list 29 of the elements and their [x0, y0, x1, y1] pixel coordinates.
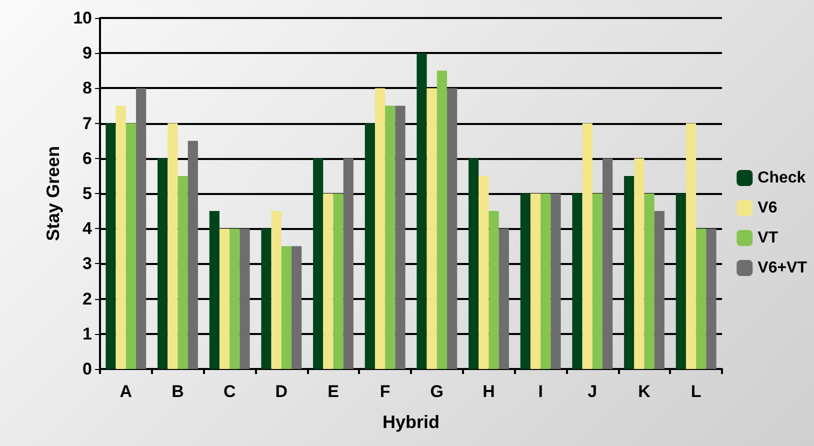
y-tick-label: 0: [82, 360, 92, 378]
x-tick-label: B: [172, 382, 184, 401]
y-tick-label: 10: [73, 8, 92, 28]
x-tick-label: K: [638, 382, 652, 401]
y-tick-label: 7: [82, 114, 92, 133]
y-tick-label: 6: [82, 148, 92, 168]
y-axis-title: Stay Green: [43, 146, 63, 242]
x-tick-label: C: [223, 382, 236, 401]
x-axis-title: Hybrid: [382, 412, 440, 432]
legend-label: VT: [758, 230, 778, 246]
x-tick-label: A: [120, 382, 132, 401]
x-tick-label: J: [588, 382, 598, 401]
x-tick-label: L: [690, 382, 702, 401]
y-tick-label: 9: [82, 44, 92, 63]
x-tick-label: G: [430, 382, 444, 401]
x-tick-label: I: [538, 382, 543, 401]
x-tick-label: F: [380, 382, 390, 401]
legend-label: V6+VT: [758, 260, 808, 276]
legend-label: V6: [758, 200, 778, 216]
y-tick-label: 2: [82, 289, 92, 308]
y-tick-label: 8: [82, 78, 92, 98]
y-tick-label: 5: [82, 184, 92, 203]
legend-label: Check: [758, 170, 806, 186]
y-tick-label: 3: [82, 254, 92, 274]
x-tick-label: E: [328, 382, 339, 401]
x-tick-label: D: [275, 382, 288, 401]
y-tick-label: 4: [82, 219, 93, 238]
y-tick-label: 1: [82, 324, 92, 344]
x-tick-label: H: [482, 382, 495, 401]
